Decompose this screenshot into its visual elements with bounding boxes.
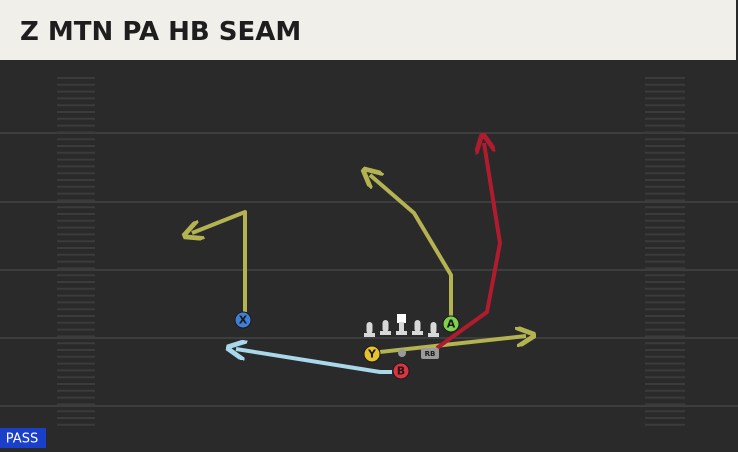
player-rb: [421, 348, 439, 359]
route: [435, 143, 502, 350]
route: [370, 175, 453, 317]
qb: [398, 349, 406, 357]
player-y: [363, 345, 381, 363]
yard-lines: [0, 132, 738, 407]
play-type-tag: [0, 428, 46, 448]
hash-marks: [57, 77, 685, 426]
field: [0, 60, 738, 448]
player-label: A: [447, 318, 456, 331]
player-label: Y: [367, 348, 377, 361]
player-b: [392, 362, 410, 380]
player-a: [442, 315, 460, 333]
player-label: B: [397, 365, 405, 378]
player-label: X: [239, 314, 248, 327]
route: [236, 349, 392, 374]
player-label: RB: [425, 350, 436, 358]
player-x: [234, 311, 252, 329]
linemen: [364, 314, 439, 337]
route: [379, 336, 526, 354]
play-title: Z MTN PA HB SEAM: [20, 17, 301, 47]
route: [192, 210, 247, 312]
header-bar: [0, 0, 736, 60]
play-type: PASS: [6, 432, 38, 447]
